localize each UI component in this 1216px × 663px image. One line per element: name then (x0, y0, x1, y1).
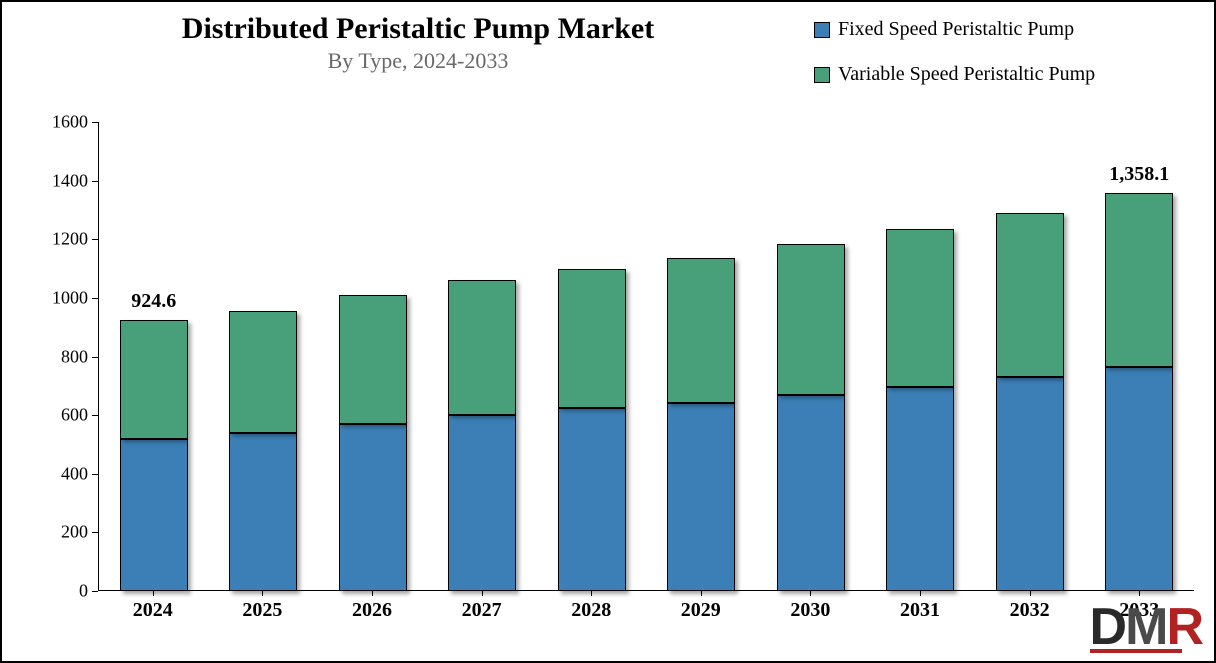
chart-frame: Distributed Peristaltic Pump Market By T… (0, 0, 1216, 663)
x-tick-mark (372, 590, 373, 596)
bar-data-label: 924.6 (106, 290, 201, 313)
bar-segment-fixed (229, 433, 297, 591)
bar-slot (558, 122, 626, 591)
bar-segment-variable (339, 295, 407, 424)
legend: Fixed Speed Peristaltic Pump Variable Sp… (814, 12, 1194, 108)
legend-swatch-variable (814, 67, 830, 83)
bars-container: 924.6 1,358.1 (99, 122, 1194, 591)
bar-segment-fixed (667, 403, 735, 591)
bar-slot (229, 122, 297, 591)
y-tick-label: 1600 (52, 112, 88, 133)
legend-item-fixed: Fixed Speed Peristaltic Pump (814, 18, 1194, 41)
legend-swatch-fixed (814, 22, 830, 38)
bar-segment-fixed (120, 439, 188, 591)
bar-segment-variable (558, 269, 626, 408)
x-axis-labels: 2024202520262027202820292030203120322033 (98, 591, 1194, 631)
bar-data-label: 1,358.1 (1092, 163, 1187, 186)
legend-label-fixed: Fixed Speed Peristaltic Pump (838, 18, 1074, 41)
bar-segment-variable (777, 244, 845, 395)
bar-slot (886, 122, 954, 591)
bar-slot (777, 122, 845, 591)
y-tick-label: 1400 (52, 170, 88, 191)
bar-segment-fixed (777, 395, 845, 591)
chart-area: 02004006008001000120014001600 924.61,358… (32, 122, 1194, 591)
bar-segment-variable (120, 320, 188, 439)
bar-segment-variable (886, 229, 954, 387)
bar-slot: 1,358.1 (1105, 122, 1173, 591)
chart-subtitle: By Type, 2024-2033 (22, 48, 814, 74)
title-block: Distributed Peristaltic Pump Market By T… (22, 12, 814, 74)
x-tick-mark (482, 590, 483, 596)
x-tick-label: 2026 (352, 599, 392, 622)
x-tick-label: 2028 (571, 599, 611, 622)
bar-segment-fixed (558, 408, 626, 591)
x-tick-label: 2031 (900, 599, 940, 622)
bar-slot: 924.6 (120, 122, 188, 591)
y-tick-label: 200 (61, 522, 88, 543)
x-tick-mark (920, 590, 921, 596)
bar-slot (339, 122, 407, 591)
x-tick-mark (262, 590, 263, 596)
bar-segment-variable (229, 311, 297, 433)
x-tick-label: 2029 (681, 599, 721, 622)
bar-segment-variable (667, 258, 735, 403)
x-tick-mark (810, 590, 811, 596)
x-tick-mark (153, 590, 154, 596)
bar-segment-variable (1105, 193, 1173, 367)
x-tick-mark (701, 590, 702, 596)
x-tick-label: 2024 (133, 599, 173, 622)
bar-segment-fixed (339, 424, 407, 591)
legend-label-variable: Variable Speed Peristaltic Pump (838, 63, 1095, 86)
plot-region: 924.6 1,358.1 (98, 122, 1194, 591)
bar-slot (667, 122, 735, 591)
y-tick-label: 0 (79, 581, 88, 602)
bar-segment-variable (996, 213, 1064, 377)
logo-letter-d: D (1090, 598, 1126, 656)
y-tick-label: 400 (61, 463, 88, 484)
chart-title: Distributed Peristaltic Pump Market (22, 12, 814, 46)
bar-segment-fixed (448, 415, 516, 591)
bar-segment-variable (448, 280, 516, 415)
legend-item-variable: Variable Speed Peristaltic Pump (814, 63, 1194, 86)
bar-segment-fixed (1105, 367, 1173, 591)
x-tick-mark (591, 590, 592, 596)
y-tick-label: 1200 (52, 229, 88, 250)
y-axis: 02004006008001000120014001600 (32, 122, 92, 591)
bar-segment-fixed (886, 387, 954, 591)
x-tick-label: 2025 (242, 599, 282, 622)
header-row: Distributed Peristaltic Pump Market By T… (2, 2, 1214, 108)
logo-letter-m: M (1125, 598, 1166, 656)
x-tick-label: 2027 (462, 599, 502, 622)
y-tick-label: 800 (61, 346, 88, 367)
x-tick-mark (1030, 590, 1031, 596)
dmr-logo: DMR (1090, 601, 1202, 653)
y-tick-label: 1000 (52, 287, 88, 308)
bar-segment-fixed (996, 377, 1064, 591)
bar-slot (448, 122, 516, 591)
x-tick-label: 2032 (1010, 599, 1050, 622)
x-tick-mark (1139, 590, 1140, 596)
x-tick-label: 2030 (790, 599, 830, 622)
y-tick-label: 600 (61, 405, 88, 426)
bar-slot (996, 122, 1064, 591)
logo-letter-r: R (1166, 598, 1202, 656)
